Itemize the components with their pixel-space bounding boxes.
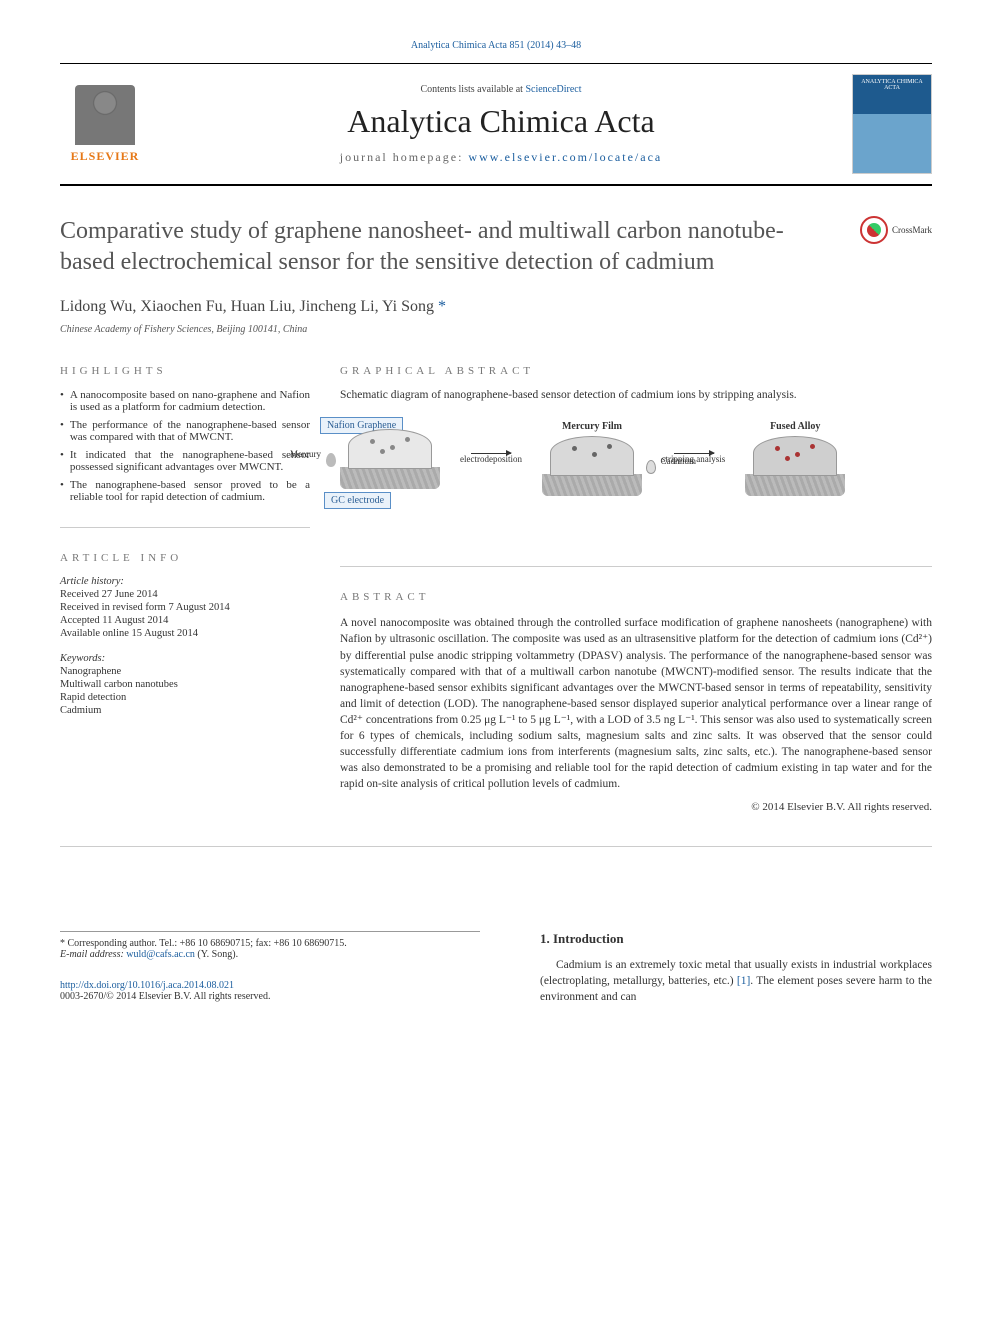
corresponding-star: * bbox=[434, 298, 446, 315]
graphical-abstract-figure: Nafion Graphene Mercury GC electrode bbox=[340, 411, 932, 506]
affiliation: Chinese Academy of Fishery Sciences, Bei… bbox=[60, 324, 932, 335]
cover-text: ANALYTICA CHIMICA ACTA bbox=[857, 79, 927, 91]
email-label: E-mail address: bbox=[60, 949, 126, 960]
history-line: Accepted 11 August 2014 bbox=[60, 615, 310, 626]
abstract-heading: ABSTRACT bbox=[340, 591, 932, 603]
keyword: Rapid detection bbox=[60, 692, 310, 703]
ga-label-gc: GC electrode bbox=[324, 492, 391, 509]
ga-arrow-label: electrodeposition bbox=[460, 454, 522, 464]
issn-line: 0003-2670/© 2014 Elsevier B.V. All right… bbox=[60, 991, 480, 1002]
doi-block: http://dx.doi.org/10.1016/j.aca.2014.08.… bbox=[60, 980, 480, 1002]
email-suffix: (Y. Song). bbox=[195, 949, 238, 960]
crossmark-icon bbox=[860, 216, 888, 244]
ga-label-mercury-film: Mercury Film bbox=[562, 421, 622, 432]
graphical-abstract-heading: GRAPHICAL ABSTRACT bbox=[340, 365, 932, 377]
keyword: Multiwall carbon nanotubes bbox=[60, 679, 310, 690]
abstract-body: A novel nanocomposite was obtained throu… bbox=[340, 615, 932, 815]
reference-link[interactable]: [1] bbox=[737, 975, 750, 987]
crossmark-label: CrossMark bbox=[892, 225, 932, 235]
ga-label-cadmium: Cadmium bbox=[660, 456, 696, 466]
abstract-text: A novel nanocomposite was obtained throu… bbox=[340, 615, 932, 792]
crossmark-badge[interactable]: CrossMark bbox=[860, 216, 932, 244]
history-label: Article history: bbox=[60, 576, 310, 587]
introduction-text: Cadmium is an extremely toxic metal that… bbox=[540, 957, 932, 1005]
keyword: Cadmium bbox=[60, 705, 310, 716]
ga-electrode-3 bbox=[745, 436, 845, 496]
abstract-copyright: © 2014 Elsevier B.V. All rights reserved… bbox=[340, 800, 932, 815]
homepage-prefix: journal homepage: bbox=[340, 150, 469, 164]
history-line: Received 27 June 2014 bbox=[60, 589, 310, 600]
article-info: Article history: Received 27 June 2014 R… bbox=[60, 576, 310, 716]
footnote-block: * Corresponding author. Tel.: +86 10 686… bbox=[60, 931, 480, 960]
ga-label-fused-alloy: Fused Alloy bbox=[770, 421, 820, 432]
corresponding-author-note: * Corresponding author. Tel.: +86 10 686… bbox=[60, 938, 480, 949]
highlight-item: The nanographene-based sensor proved to … bbox=[60, 479, 310, 503]
keyword: Nanographene bbox=[60, 666, 310, 677]
highlights-list: A nanocomposite based on nano-graphene a… bbox=[60, 389, 310, 503]
highlight-item: A nanocomposite based on nano-graphene a… bbox=[60, 389, 310, 413]
homepage-line: journal homepage: www.elsevier.com/locat… bbox=[150, 150, 852, 165]
article-title: Comparative study of graphene nanosheet-… bbox=[60, 216, 932, 278]
authors-line: Lidong Wu, Xiaochen Fu, Huan Liu, Jinche… bbox=[60, 298, 932, 316]
email-link[interactable]: wuld@cafs.ac.cn bbox=[126, 949, 195, 960]
graphical-abstract-caption: Schematic diagram of nanographene-based … bbox=[340, 389, 932, 401]
journal-cover-thumb: ANALYTICA CHIMICA ACTA bbox=[852, 74, 932, 174]
highlight-item: It indicated that the nanographene-based… bbox=[60, 449, 310, 473]
masthead: ELSEVIER Contents lists available at Sci… bbox=[60, 63, 932, 186]
elsevier-logo: ELSEVIER bbox=[60, 79, 150, 169]
introduction-heading: 1. Introduction bbox=[540, 931, 932, 947]
contents-line: Contents lists available at ScienceDirec… bbox=[150, 84, 852, 95]
contents-prefix: Contents lists available at bbox=[420, 84, 525, 95]
homepage-link[interactable]: www.elsevier.com/locate/aca bbox=[468, 150, 662, 164]
ga-electrode-2 bbox=[542, 436, 642, 496]
history-line: Available online 15 August 2014 bbox=[60, 628, 310, 639]
doi-link[interactable]: http://dx.doi.org/10.1016/j.aca.2014.08.… bbox=[60, 980, 234, 991]
authors-text: Lidong Wu, Xiaochen Fu, Huan Liu, Jinche… bbox=[60, 298, 434, 315]
sciencedirect-link[interactable]: ScienceDirect bbox=[525, 84, 581, 95]
keywords-label: Keywords: bbox=[60, 653, 310, 664]
article-info-heading: ARTICLE INFO bbox=[60, 552, 310, 564]
highlights-heading: HIGHLIGHTS bbox=[60, 365, 310, 377]
ga-electrode-1 bbox=[340, 429, 440, 489]
history-line: Received in revised form 7 August 2014 bbox=[60, 602, 310, 613]
elsevier-brand: ELSEVIER bbox=[71, 149, 140, 164]
header-citation: Analytica Chimica Acta 851 (2014) 43–48 bbox=[60, 40, 932, 51]
journal-name: Analytica Chimica Acta bbox=[150, 103, 852, 140]
ga-arrow-1: electrodeposition bbox=[460, 453, 522, 464]
highlight-item: The performance of the nanographene-base… bbox=[60, 419, 310, 443]
ga-label-mercury: Mercury bbox=[290, 449, 321, 459]
